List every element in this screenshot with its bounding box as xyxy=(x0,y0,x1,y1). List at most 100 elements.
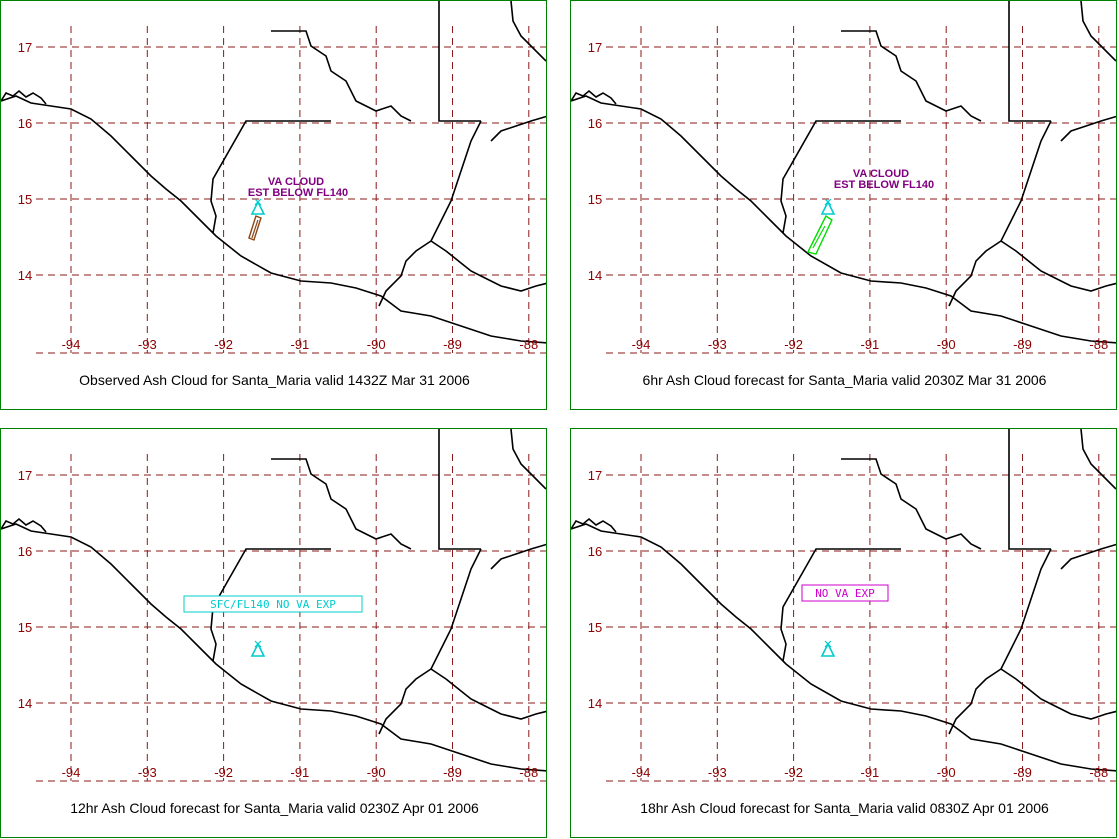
annotation-va-cloud: VA CLOUD xyxy=(853,168,909,180)
volcano-summit-icon xyxy=(254,640,262,648)
border-line xyxy=(1008,1,1051,122)
ash-plume xyxy=(806,214,833,255)
lat-tick-label: 15 xyxy=(18,620,32,635)
annotation-va-cloud: VA CLOUD xyxy=(268,176,324,188)
volcano-triangle-icon xyxy=(820,200,836,215)
map-panel-6hr-forecast: -94 -93 -92 -91 -90 -89 -88 17 16 15 14 VA CLOUD EST… xyxy=(570,0,1117,410)
border-line xyxy=(271,30,412,122)
axis-ticks: -94 -93 -92 -91 -90 -89 -88 17 16 15 14 xyxy=(588,40,1108,352)
lon-tick-label: -92 xyxy=(784,337,803,352)
graticule xyxy=(606,454,1116,782)
panel-caption: 18hr Ash Cloud forecast for Santa_Maria … xyxy=(640,800,1049,816)
status-label-box: NO VA EXP xyxy=(801,584,889,602)
lat-tick-label: 17 xyxy=(588,468,602,483)
label-box-border xyxy=(183,595,363,613)
lat-tick-label: 15 xyxy=(18,192,32,207)
panel-caption: Observed Ash Cloud for Santa_Maria valid… xyxy=(79,372,470,388)
label-box-text: SFC/FL140 NO VA EXP xyxy=(210,598,336,611)
label-box-text: NO VA EXP xyxy=(815,587,875,600)
axis-ticks: -94 -93 -92 -91 -90 -89 -88 17 16 15 14 xyxy=(588,468,1108,780)
border-line xyxy=(780,120,901,234)
ash-plume-outline xyxy=(806,214,833,255)
map-panel-observed: -94 -93 -92 -91 -90 -89 -88 17 16 15 14 VA CLOUD EST… xyxy=(0,0,547,410)
lon-tick-label: -92 xyxy=(214,765,233,780)
lon-tick-label: -88 xyxy=(519,765,538,780)
annotation-flight-level: EST BELOW FL140 xyxy=(248,187,348,199)
axis-ticks: -94 -93 -92 -91 -90 -89 -88 17 16 15 14 xyxy=(18,468,538,780)
border-line xyxy=(571,517,617,533)
border-line xyxy=(841,458,982,550)
axis-ticks: -94 -93 -92 -91 -90 -89 -88 17 16 15 14 xyxy=(18,40,538,352)
border-line xyxy=(1000,240,1116,292)
ash-plume-outline xyxy=(248,215,262,241)
lat-tick-label: 15 xyxy=(588,192,602,207)
lon-tick-label: -91 xyxy=(861,337,880,352)
lat-tick-label: 16 xyxy=(588,544,602,559)
lon-tick-label: -89 xyxy=(1013,765,1032,780)
lon-tick-label: -90 xyxy=(367,337,386,352)
lon-tick-label: -89 xyxy=(443,765,462,780)
border-line xyxy=(1060,115,1116,142)
ash-plume xyxy=(248,215,262,241)
border-line xyxy=(490,543,546,570)
lat-tick-label: 14 xyxy=(588,696,602,711)
lat-tick-label: 14 xyxy=(18,268,32,283)
lon-tick-label: -94 xyxy=(62,337,81,352)
lon-tick-label: -91 xyxy=(291,337,310,352)
border-line xyxy=(948,548,1052,735)
lat-tick-label: 14 xyxy=(588,268,602,283)
ash-plume-outline xyxy=(251,219,259,239)
coastline-borders xyxy=(571,429,1116,772)
border-line xyxy=(1,95,546,344)
border-line xyxy=(780,548,901,662)
panel-caption: 6hr Ash Cloud forecast for Santa_Maria v… xyxy=(642,372,1047,388)
border-line xyxy=(271,458,412,550)
ash-plume-outline xyxy=(812,225,826,249)
lat-tick-label: 16 xyxy=(18,544,32,559)
lon-tick-label: -92 xyxy=(784,765,803,780)
volcano-summit-icon xyxy=(254,198,262,206)
lon-tick-label: -90 xyxy=(367,765,386,780)
border-line xyxy=(571,89,617,105)
lon-tick-label: -93 xyxy=(708,337,727,352)
lon-tick-label: -88 xyxy=(519,337,538,352)
border-line xyxy=(210,548,331,662)
lon-tick-label: -88 xyxy=(1089,765,1108,780)
lat-tick-label: 16 xyxy=(18,116,32,131)
border-line xyxy=(378,548,482,735)
border-line xyxy=(510,429,546,490)
map-canvas: -94 -93 -92 -91 -90 -89 -88 17 16 15 14 NO VA EXP xyxy=(571,429,1116,782)
lon-tick-label: -89 xyxy=(1013,337,1032,352)
map-canvas: -94 -93 -92 -91 -90 -89 -88 17 16 15 14 VA CLOUDEST… xyxy=(1,1,546,354)
border-line xyxy=(210,120,331,234)
volcano-summit-icon xyxy=(824,198,832,206)
border-line xyxy=(948,120,1052,307)
coastline-borders xyxy=(571,1,1116,344)
border-line xyxy=(430,668,546,720)
volcano-triangle-icon xyxy=(250,200,266,215)
lon-tick-label: -94 xyxy=(632,765,651,780)
panel-caption: 12hr Ash Cloud forecast for Santa_Maria … xyxy=(70,800,479,816)
border-line xyxy=(1060,543,1116,570)
border-line xyxy=(378,120,482,307)
border-line xyxy=(1080,1,1116,62)
border-line xyxy=(438,429,481,550)
map-canvas: -94 -93 -92 -91 -90 -89 -88 17 16 15 14 VA CLOUDEST… xyxy=(571,1,1116,354)
border-line xyxy=(841,30,982,122)
border-line xyxy=(1080,429,1116,490)
lon-tick-label: -89 xyxy=(443,337,462,352)
lat-tick-label: 14 xyxy=(18,696,32,711)
coastline-borders xyxy=(1,1,546,344)
border-line xyxy=(571,523,1116,772)
lat-tick-label: 15 xyxy=(588,620,602,635)
volcano-triangle-icon xyxy=(250,642,266,657)
volcano-triangle-icon xyxy=(820,642,836,657)
lon-tick-label: -88 xyxy=(1089,337,1108,352)
graticule xyxy=(36,454,546,782)
lat-tick-label: 16 xyxy=(588,116,602,131)
lat-tick-label: 17 xyxy=(18,468,32,483)
label-box-border xyxy=(801,584,889,602)
annotation-flight-level: EST BELOW FL140 xyxy=(834,179,934,191)
map-canvas: -94 -93 -92 -91 -90 -89 -88 17 16 15 14 SFC/FL140 N… xyxy=(1,429,546,782)
map-panel-18hr-forecast: -94 -93 -92 -91 -90 -89 -88 17 16 15 14 NO VA EXP 1… xyxy=(570,428,1117,838)
